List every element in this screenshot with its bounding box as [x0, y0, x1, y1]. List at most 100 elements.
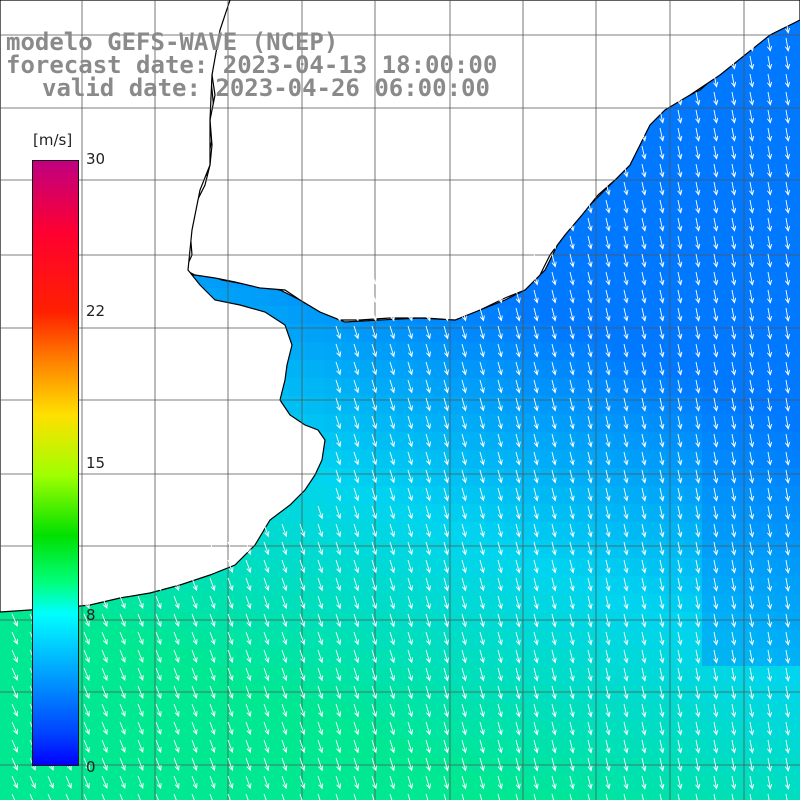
wind-speed-cell — [756, 342, 774, 360]
wind-arrow — [443, 469, 449, 484]
wind-arrow — [784, 181, 791, 196]
wind-arrow — [695, 289, 701, 304]
wind-arrow — [713, 451, 719, 466]
wind-arrow — [371, 433, 378, 448]
wind-speed-cell — [738, 666, 756, 684]
wind-speed-cell — [576, 252, 594, 270]
wind-speed-cell — [360, 594, 378, 612]
wind-speed-cell — [792, 576, 800, 594]
wind-arrow — [317, 577, 324, 592]
wind-speed-cell — [468, 432, 486, 450]
wind-speed-cell — [702, 234, 720, 252]
wind-speed-cell — [612, 270, 630, 288]
wind-arrow — [695, 379, 701, 394]
wind-arrow — [569, 469, 575, 484]
wind-speed-cell — [720, 738, 738, 756]
wind-arrow — [677, 631, 683, 646]
wind-speed-cell — [504, 414, 522, 432]
wind-arrow — [137, 559, 144, 574]
wind-speed-cell — [594, 720, 612, 738]
wind-arrow — [335, 739, 342, 754]
wind-speed-cell — [360, 432, 378, 450]
wind-speed-cell — [594, 612, 612, 630]
colorbar-tick-22: 22 — [86, 302, 106, 320]
southern-coastline — [0, 0, 800, 321]
wind-speed-cell — [684, 396, 702, 414]
wind-speed-cell — [162, 612, 180, 630]
wind-speed-cell — [216, 612, 234, 630]
wind-arrow — [281, 631, 288, 646]
wind-arrow — [623, 469, 629, 484]
wind-arrow — [569, 271, 575, 286]
wind-speed-cell — [792, 252, 800, 270]
wind-arrow — [605, 469, 611, 484]
wind-arrow — [479, 451, 485, 466]
wind-arrow — [569, 613, 575, 628]
wind-arrow — [569, 451, 575, 466]
wind-arrow — [425, 505, 431, 520]
wind-speed-cell — [126, 738, 144, 756]
wind-arrow — [695, 55, 701, 70]
wind-speed-cell — [720, 90, 738, 108]
wind-arrow — [443, 433, 449, 448]
wind-speed-cell — [414, 666, 432, 684]
wind-speed-cell — [594, 504, 612, 522]
wind-speed-cell — [702, 720, 720, 738]
wind-speed-cell — [396, 450, 414, 468]
wind-speed-cell — [666, 378, 684, 396]
wind-arrow — [173, 685, 180, 700]
wind-arrow — [443, 559, 449, 574]
wind-speed-cell — [324, 414, 342, 432]
wind-arrow — [659, 523, 665, 538]
wind-arrow — [695, 721, 701, 736]
wind-arrow — [551, 541, 557, 556]
wind-arrow — [659, 433, 665, 448]
wind-arrow — [569, 595, 575, 610]
wind-arrow — [784, 469, 791, 484]
wind-arrow — [407, 721, 413, 736]
wind-arrow — [767, 91, 773, 106]
wind-arrow — [713, 253, 719, 268]
wind-arrow — [605, 361, 611, 376]
wind-speed-cell — [522, 666, 540, 684]
wind-speed-cell — [162, 630, 180, 648]
wind-arrow — [784, 577, 791, 592]
wind-arrow — [623, 559, 629, 574]
wind-speed-cell — [612, 468, 630, 486]
wind-speed-cell — [522, 738, 540, 756]
wind-speed-cell — [738, 198, 756, 216]
wind-arrow — [713, 199, 719, 214]
wind-speed-cell — [270, 522, 288, 540]
wind-arrow — [371, 343, 378, 358]
wind-arrow — [119, 739, 126, 754]
wind-speed-cell — [432, 414, 450, 432]
wind-speed-cell — [594, 306, 612, 324]
wind-arrow — [623, 505, 629, 520]
wind-arrow — [533, 37, 539, 52]
wind-speed-cell — [792, 414, 800, 432]
wind-arrow — [173, 667, 180, 682]
wind-arrow — [767, 307, 773, 322]
wind-arrow — [587, 577, 593, 592]
wind-arrow — [623, 37, 629, 52]
wind-speed-cell — [738, 594, 756, 612]
wind-speed-cell — [756, 162, 774, 180]
wind-arrow — [335, 469, 342, 484]
wind-arrow — [623, 91, 629, 106]
wind-speed-cell — [486, 450, 504, 468]
wind-speed-cell — [792, 396, 800, 414]
wind-arrow — [784, 91, 791, 106]
wind-speed-cell — [720, 342, 738, 360]
wind-speed-cell — [594, 216, 612, 234]
wind-speed-cell — [162, 738, 180, 756]
wind-speed-cell — [342, 684, 360, 702]
wind-speed-cell — [720, 576, 738, 594]
wind-arrow — [659, 757, 665, 772]
wind-speed-cell — [666, 198, 684, 216]
wind-arrow — [605, 415, 611, 430]
wind-arrow — [713, 559, 719, 574]
wind-arrow — [569, 163, 575, 178]
wind-arrow — [425, 721, 431, 736]
wind-arrow — [731, 73, 737, 88]
wind-arrow — [623, 127, 629, 142]
